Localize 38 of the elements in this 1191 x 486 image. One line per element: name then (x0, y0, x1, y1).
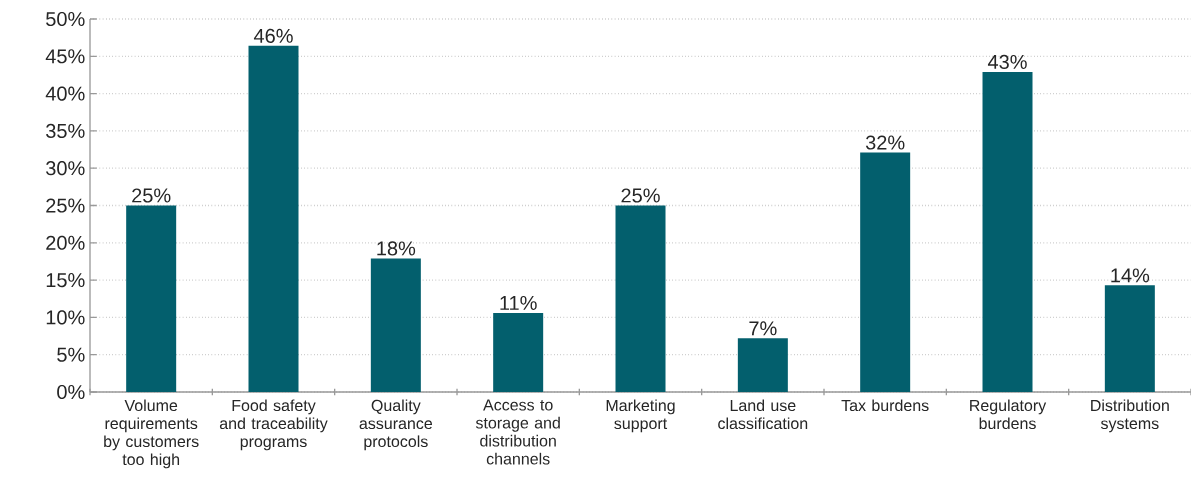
data-label: 46% (253, 28, 293, 43)
y-tick-label: 35% (46, 123, 85, 138)
x-tick-label: Food safety and traceability programs (219, 399, 328, 451)
data-label: 14% (1111, 268, 1150, 283)
bar (982, 71, 1033, 392)
x-tick-label: Volume requirements by customers too high (104, 399, 199, 469)
data-label: 25% (132, 188, 171, 203)
x-tick-label: Access to storage and distribution channels (475, 399, 560, 465)
y-tick-label: 30% (46, 161, 85, 176)
y-tick-label: 45% (45, 49, 85, 64)
y-tick-label: 0% (57, 384, 85, 400)
x-tick-label: Distribution systems (1091, 399, 1169, 433)
x-tick-label: Quality assurance protocols (359, 399, 433, 451)
bar (248, 45, 299, 392)
bar (615, 205, 666, 392)
bar (737, 338, 788, 392)
x-tick-label: Regulatory burdens (970, 399, 1047, 430)
x-tick-label: Land use classification (718, 399, 808, 430)
bar (860, 152, 911, 392)
data-label: 11% (500, 296, 537, 310)
data-label: 18% (377, 241, 416, 256)
data-label: 43% (987, 54, 1027, 70)
y-tick-label: 5% (57, 347, 85, 362)
data-label: 7% (749, 321, 777, 336)
x-tick-label: Tax burdens (841, 399, 929, 412)
y-tick-label: 10% (46, 310, 85, 325)
bar (1104, 285, 1155, 392)
bar (370, 258, 421, 392)
data-label: 32% (865, 135, 905, 150)
y-tick-label: 20% (46, 235, 85, 250)
y-tick-label: 50% (46, 11, 85, 27)
y-tick-label: 15% (46, 273, 85, 288)
x-tick-label: Marketing support (606, 399, 675, 433)
y-tick-label: 40% (45, 86, 85, 101)
y-tick-label: 25% (46, 198, 85, 213)
bar (126, 205, 177, 392)
bar (493, 312, 544, 392)
data-label: 25% (621, 188, 660, 203)
